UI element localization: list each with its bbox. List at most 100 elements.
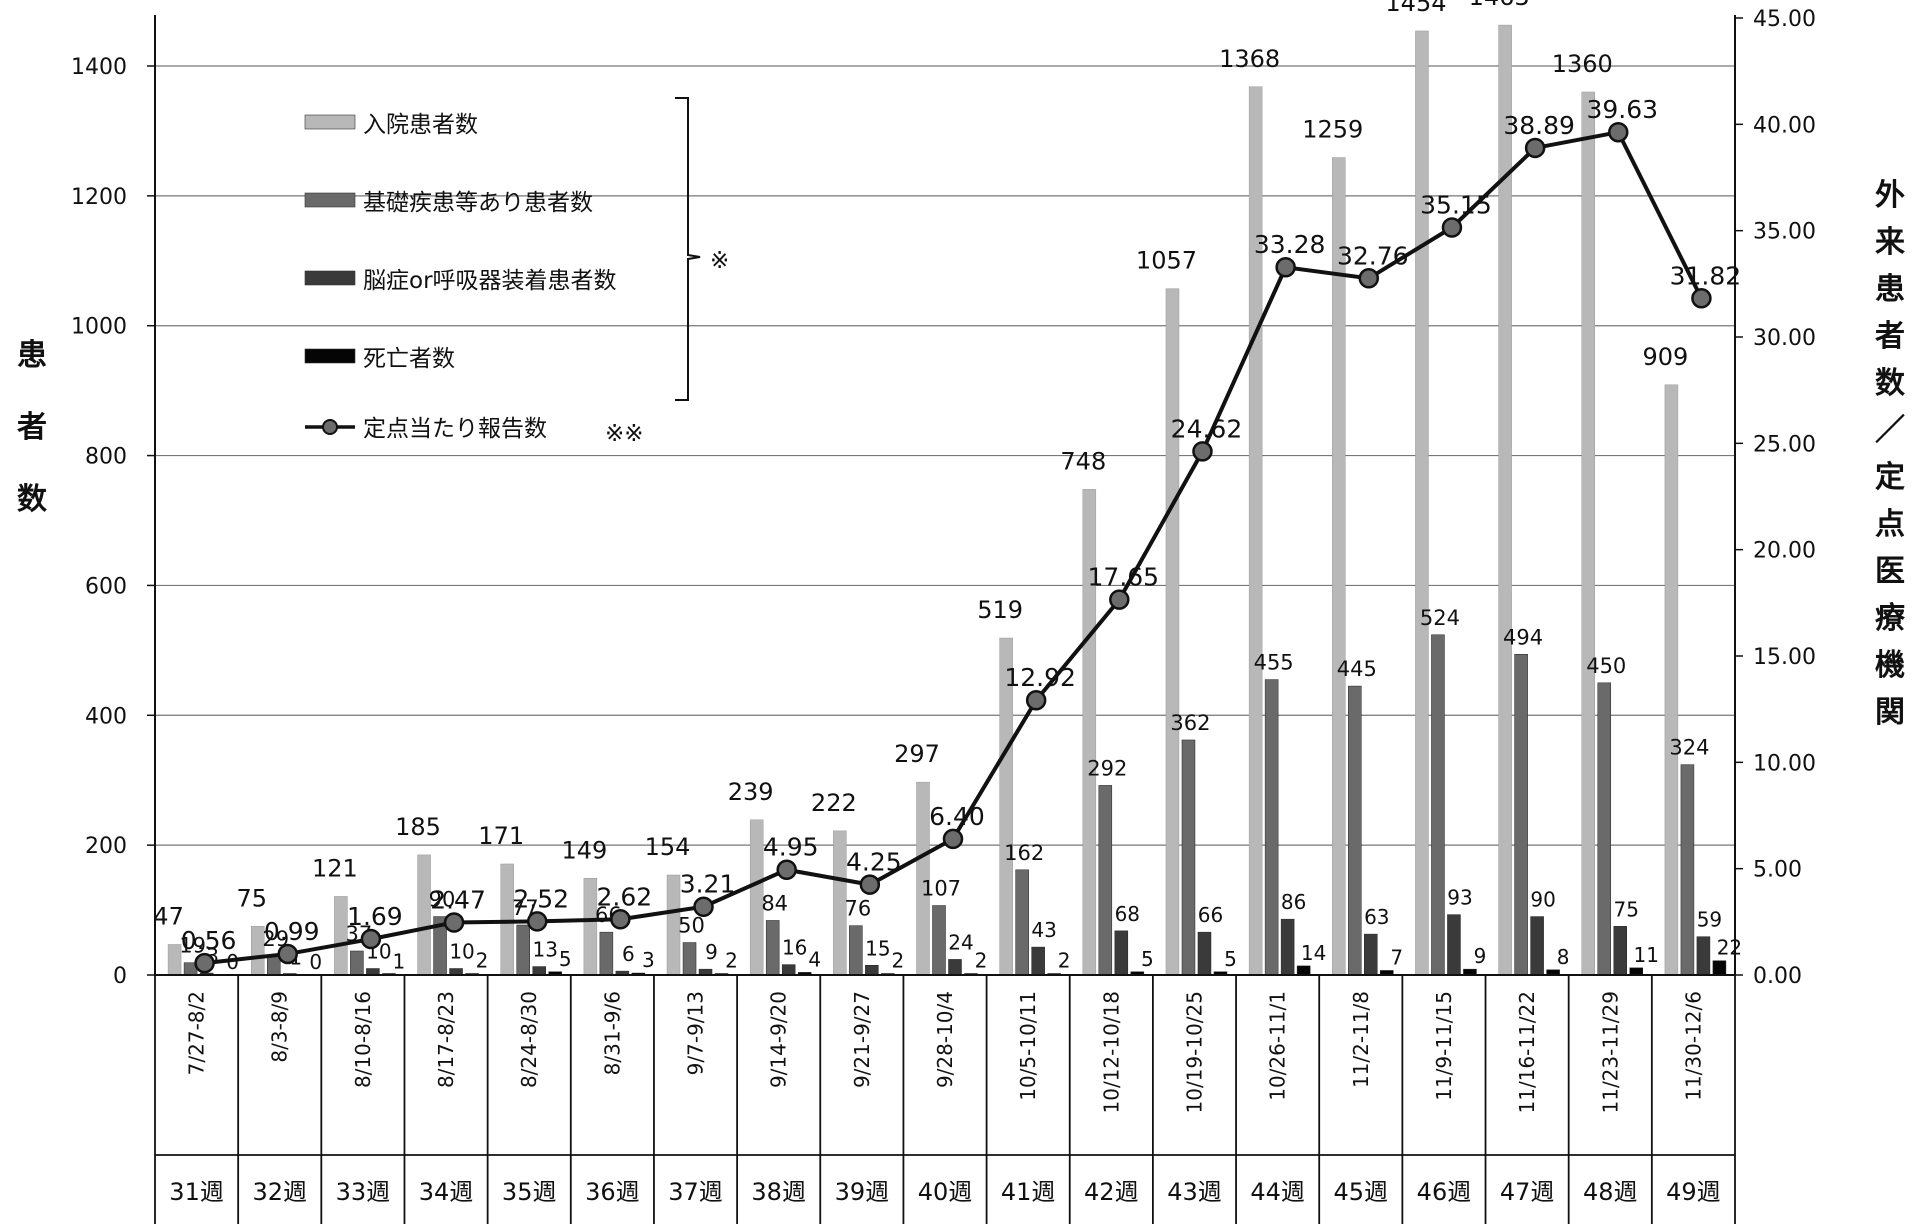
y2-tick-label: 45.00 — [1753, 7, 1816, 32]
category-label: 10/19-10/25 — [1182, 991, 1206, 1114]
legend-label: 定点当たり報告数 — [363, 416, 547, 442]
bar-label: 171 — [478, 822, 524, 850]
bar — [1680, 764, 1695, 976]
rate-point — [194, 952, 215, 974]
bar-label: 7 — [1390, 945, 1403, 969]
bar-label: 13 — [532, 938, 557, 962]
bar — [266, 955, 281, 976]
bar-label: 455 — [1254, 651, 1294, 675]
category-table: 7/27-8/2 31週 8/3-8/9 32週 8/10-8/16 33週 8/17-8/… — [154, 975, 1736, 1224]
bar-label: 9 — [705, 940, 718, 964]
y2-axis-label-char: 関 — [1875, 695, 1905, 730]
bar-label: 11 — [1634, 943, 1659, 967]
bar-label: 24 — [948, 930, 973, 954]
bar — [1415, 30, 1429, 976]
y2-tick-label: 0.00 — [1753, 964, 1802, 989]
week-label: 36週 — [585, 1178, 640, 1206]
bar — [1165, 288, 1180, 976]
rate-label: 0.99 — [264, 917, 320, 946]
bar-label: 324 — [1669, 736, 1709, 760]
rate-point — [1524, 137, 1546, 159]
bar — [932, 905, 946, 976]
legend-note: ※ — [710, 248, 729, 274]
week-label: 40週 — [918, 1178, 973, 1206]
legend-marker — [322, 419, 338, 435]
category-label: 9/14-9/20 — [767, 991, 791, 1088]
category-label: 8/3-8/9 — [268, 991, 292, 1063]
rate-label: 4.25 — [846, 848, 902, 877]
legend-swatch — [304, 114, 356, 130]
bar — [1431, 634, 1445, 976]
y2-tick-label: 40.00 — [1753, 113, 1816, 138]
bar — [1530, 916, 1544, 976]
bar-label: 292 — [1087, 756, 1127, 780]
bar — [350, 950, 364, 976]
category-label: 8/31-9/6 — [600, 991, 624, 1075]
bar-label: 63 — [1364, 905, 1389, 929]
rate-point — [277, 943, 298, 965]
bar-label: 121 — [312, 854, 358, 882]
rate-label: 39.63 — [1586, 95, 1658, 124]
y2-axis-label-char: 患 — [1875, 272, 1905, 307]
bar-label: 1454 — [1385, 0, 1446, 17]
y2-axis-label-char: 機 — [1875, 648, 1905, 683]
bar-label: 59 — [1697, 908, 1722, 932]
rate-label: 2.52 — [513, 884, 569, 913]
y2-tick-label: 5.00 — [1753, 858, 1802, 883]
y2-axis-label-char: ／ — [1875, 413, 1905, 448]
bar — [765, 920, 780, 976]
bar — [1098, 785, 1113, 976]
bar-label: 1259 — [1302, 116, 1363, 144]
gridlines — [155, 65, 1735, 846]
bar-label: 5 — [1224, 947, 1237, 971]
rate-point — [942, 828, 964, 850]
rate-label: 24.62 — [1171, 414, 1243, 443]
rate-point — [1441, 217, 1463, 238]
bar — [948, 959, 962, 976]
rate-point — [526, 911, 548, 932]
bar-label: 90 — [429, 888, 456, 912]
y2-tick-label: 25.00 — [1753, 432, 1816, 457]
bar-label: 445 — [1337, 657, 1377, 681]
bar — [1364, 933, 1378, 976]
bar-label: 15 — [865, 936, 890, 960]
bar — [1031, 946, 1045, 976]
rate-point — [859, 874, 881, 895]
bar-label: 1057 — [1136, 247, 1197, 275]
bar-label: 16 — [782, 936, 807, 960]
rate-line: 0.56 0.99 1.69 2.47 2.52 2.62 3.21 4.95 4.25 6.40… — [181, 95, 1741, 974]
category-label: 8/10-8/16 — [351, 991, 375, 1088]
bar — [417, 854, 431, 976]
rate-point — [1608, 121, 1629, 143]
y-axis-label-char: 患 — [17, 338, 47, 373]
category-label: 11/2-11/8 — [1349, 991, 1373, 1088]
bar — [1181, 739, 1196, 976]
bar-label: 0 — [309, 950, 322, 974]
category-label: 11/23-11/29 — [1598, 991, 1622, 1114]
bar-label: 84 — [761, 891, 788, 915]
week-label: 47週 — [1500, 1178, 1555, 1206]
bar-label: 748 — [1060, 447, 1106, 475]
rate-label: 2.62 — [597, 882, 653, 911]
rate-point — [1109, 589, 1130, 610]
bar-label: 4 — [808, 947, 821, 971]
y-tick-label: 600 — [85, 574, 127, 599]
y-tick-label: 200 — [85, 834, 127, 859]
bar-label: 2 — [891, 949, 904, 973]
legend-swatch — [304, 192, 356, 208]
rate-point — [1275, 256, 1296, 278]
bar — [1280, 918, 1295, 976]
bar-label: 1360 — [1552, 50, 1613, 78]
bar — [1514, 654, 1528, 976]
y-axis-label: 患者数 — [17, 338, 48, 517]
bar-label: 3 — [642, 948, 655, 972]
legend-label: 基礎疾患等あり患者数 — [363, 190, 593, 216]
rate-label: 35.15 — [1420, 190, 1492, 219]
week-label: 46週 — [1417, 1178, 1472, 1206]
rate-point — [1025, 689, 1047, 711]
bar-label: 1463 — [1469, 0, 1530, 11]
y2-axis-label-char: 者 — [1875, 319, 1905, 354]
bar — [1197, 931, 1212, 976]
